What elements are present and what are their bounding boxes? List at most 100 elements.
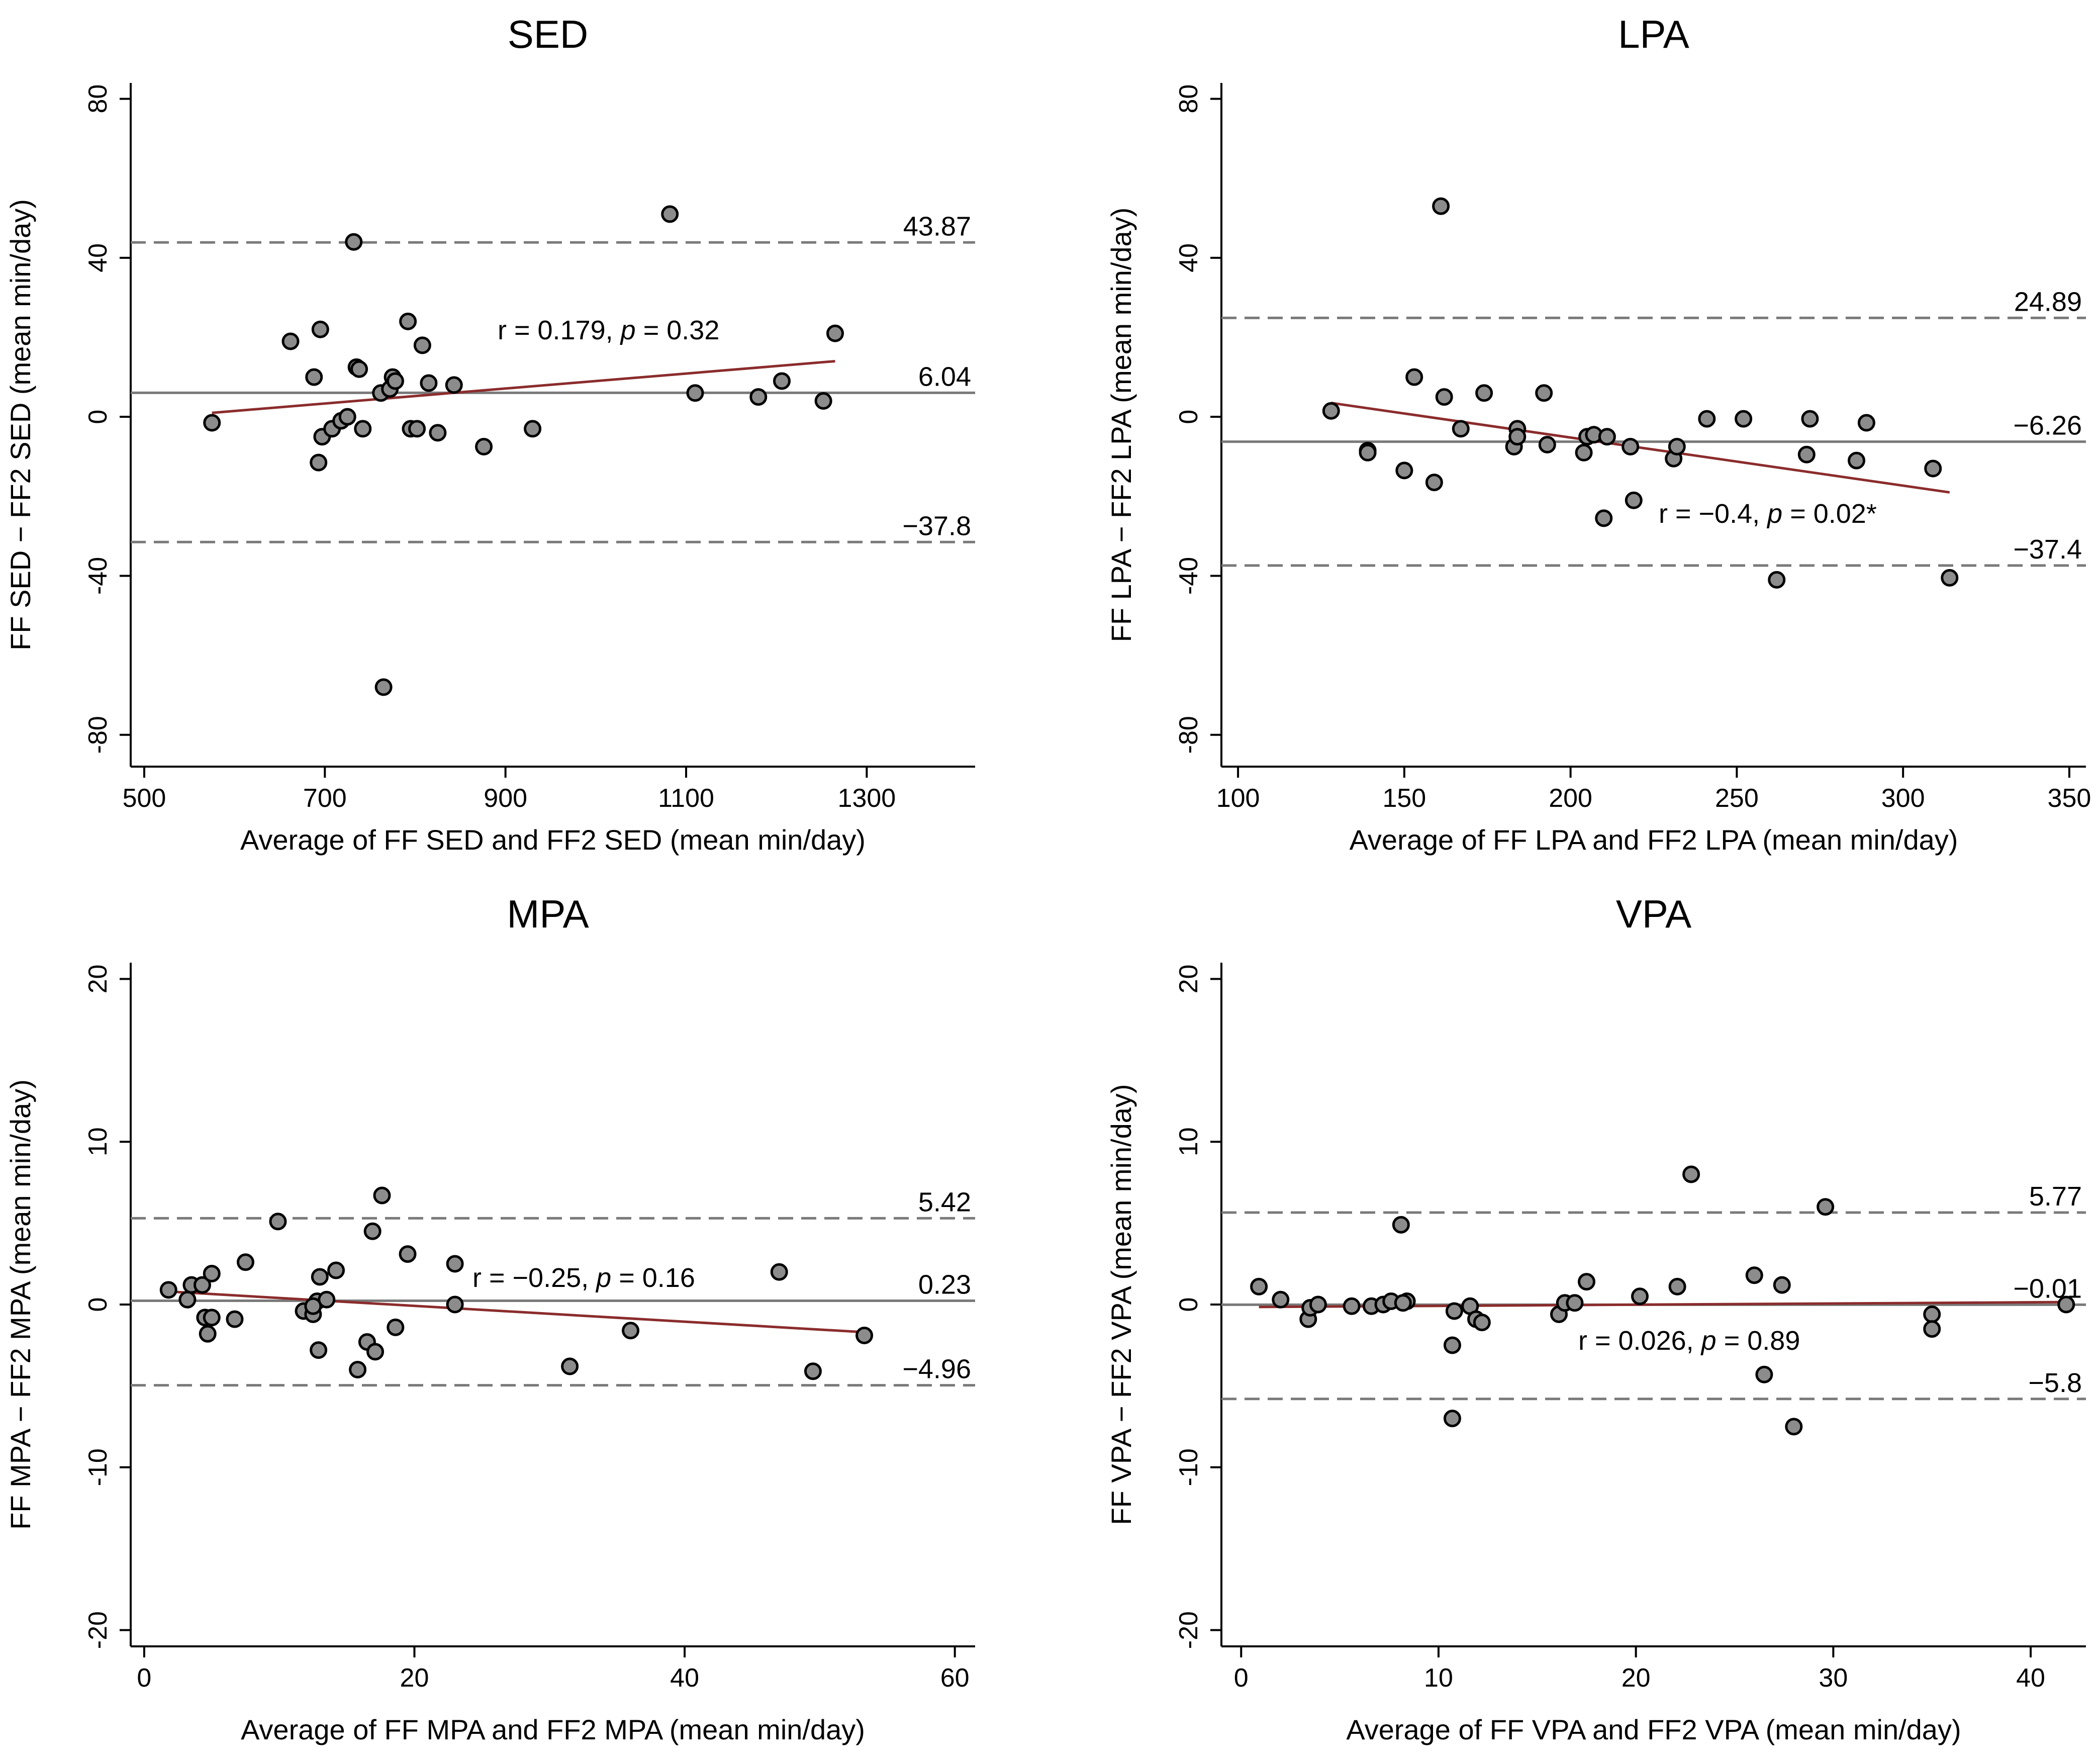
y-tick-label: 40 [83, 243, 113, 272]
x-tick-label: 1300 [838, 784, 896, 813]
y-tick-label: 10 [1174, 1127, 1203, 1156]
data-point [310, 453, 328, 472]
data-point [749, 388, 768, 406]
panel-vpa: VPA 20 10 0 -10 -20 0 10 20 30 40 Average of FF VPA… [1105, 892, 2086, 1745]
correlation-p-symbol: p [1766, 499, 1782, 529]
mean-difference-label: 0.23 [918, 1270, 971, 1300]
regression-line [212, 359, 835, 414]
data-point [1508, 428, 1527, 446]
x-tick-label: 60 [940, 1663, 970, 1693]
correlation-r: r = 0.179, [498, 315, 621, 345]
correlation-p-symbol: p [1700, 1326, 1716, 1356]
x-tick-label: 0 [137, 1663, 151, 1693]
y-tick-label: 20 [1174, 964, 1203, 993]
data-point [1768, 571, 1786, 589]
x-tick-label: 20 [1622, 1663, 1651, 1693]
data-point [1343, 1297, 1361, 1315]
data-point [413, 336, 431, 354]
panel-mpa: MPA 20 10 0 -10 -20 0 20 40 60 Average of FF MPA a… [5, 892, 975, 1745]
correlation-annotation: r = −0.4, p = 0.02* [1659, 499, 1877, 529]
data-point [1435, 388, 1453, 406]
correlation-p-value: = 0.16 [611, 1263, 695, 1293]
chart-title: VPA [1616, 892, 1691, 936]
y-tick-label: -40 [83, 557, 113, 595]
lower-limit-label: −5.8 [2028, 1368, 2082, 1398]
y-tick-label: 40 [1174, 243, 1203, 272]
data-point [475, 437, 493, 455]
x-tick-label: 200 [1549, 784, 1592, 813]
data-point [1745, 1266, 1763, 1284]
data-point [1598, 428, 1616, 446]
data-point [1473, 1314, 1491, 1332]
data-point [1923, 1305, 1941, 1323]
data-point [1924, 459, 1942, 478]
correlation-p-value: = 0.02* [1782, 499, 1877, 529]
data-point [1801, 410, 1819, 428]
regression-line [168, 1290, 865, 1334]
x-axis-label: Average of FF VPA and FF2 VPA (mean min/… [1346, 1714, 1961, 1745]
upper-limit-label: 43.87 [903, 211, 971, 241]
data-point [429, 424, 447, 442]
x-tick-label: 900 [484, 784, 527, 813]
data-point [661, 205, 679, 223]
data-point [281, 332, 300, 350]
data-point [1272, 1290, 1290, 1309]
y-tick-label: 0 [83, 1297, 113, 1312]
correlation-annotation: r = 0.179, p = 0.32 [498, 315, 719, 345]
data-point [1698, 410, 1716, 428]
data-point [446, 1255, 464, 1273]
data-point [686, 384, 704, 402]
data-point [236, 1253, 254, 1271]
x-axis-label: Average of FF SED and FF2 SED (mean min/… [240, 824, 866, 856]
y-tick-label: 0 [1174, 1297, 1203, 1312]
y-tick-label: 80 [1174, 84, 1203, 114]
data-point [814, 392, 832, 410]
data-point [1755, 1365, 1773, 1383]
y-axis-label: FF LPA − FF2 LPA (mean min/day) [1105, 208, 1137, 642]
upper-limit-label: 5.42 [918, 1187, 971, 1217]
data-point [1848, 451, 1866, 470]
data-point [446, 1295, 464, 1314]
x-axis-label: Average of FF MPA and FF2 MPA (mean min/… [241, 1714, 865, 1745]
x-tick-label: 40 [2016, 1663, 2045, 1693]
data-point [193, 1276, 211, 1294]
y-axis-label: FF VPA − FF2 VPA (mean min/day) [1105, 1084, 1137, 1525]
data-point [1923, 1320, 1941, 1338]
panel-lpa: LPA 80 40 0 -40 -80 100 150 200 250 300 350 Average … [1105, 12, 2091, 856]
x-tick-label: 30 [1819, 1663, 1848, 1693]
x-tick-label: 20 [400, 1663, 429, 1693]
data-point [1577, 1273, 1595, 1291]
x-tick-label: 250 [1715, 784, 1759, 813]
data-point [2057, 1295, 2075, 1314]
data-point [1773, 1276, 1791, 1294]
y-tick-label: -80 [83, 716, 113, 754]
data-point [1535, 384, 1553, 402]
y-tick-label: 80 [83, 84, 113, 114]
mean-difference-label: −6.26 [2013, 411, 2082, 441]
lower-limit-label: −4.96 [902, 1354, 971, 1384]
data-point [1857, 414, 1875, 432]
chart-title: LPA [1618, 12, 1689, 56]
data-point [345, 233, 363, 251]
correlation-r: r = −0.4, [1659, 499, 1767, 529]
data-point [773, 372, 791, 390]
data-point [1359, 443, 1377, 461]
data-point [524, 420, 542, 438]
data-point [349, 1361, 367, 1379]
y-tick-label: -10 [83, 1448, 113, 1486]
data-point [1631, 1287, 1649, 1306]
data-point [1395, 461, 1413, 480]
data-point [327, 1261, 345, 1279]
data-point [1797, 445, 1816, 463]
correlation-p-value: = 0.32 [636, 315, 720, 345]
data-point [338, 408, 356, 426]
x-tick-label: 0 [1234, 1663, 1249, 1693]
data-point [1250, 1277, 1268, 1295]
x-tick-label: 500 [123, 784, 166, 813]
correlation-p-symbol: p [620, 315, 636, 345]
data-point [226, 1310, 244, 1328]
data-point [1394, 1294, 1412, 1312]
data-point [1668, 1277, 1686, 1295]
mean-difference-label: 6.04 [918, 361, 971, 392]
lower-limit-label: −37.8 [902, 511, 971, 541]
